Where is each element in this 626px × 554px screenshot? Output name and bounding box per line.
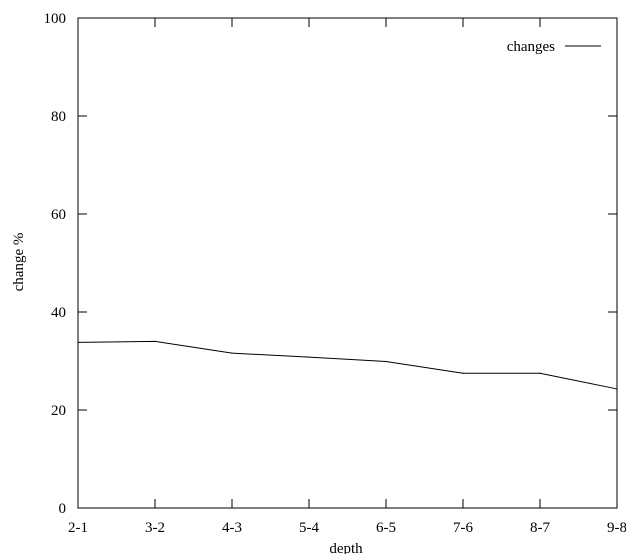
series-line bbox=[77, 340, 618, 390]
plot-frame bbox=[77, 17, 618, 509]
x-tick-label: 3-2 bbox=[145, 520, 165, 536]
data-point bbox=[77, 341, 79, 343]
y-tick-label: 80 bbox=[51, 109, 66, 125]
data-point bbox=[231, 352, 233, 354]
y-tick-label: 20 bbox=[51, 403, 66, 419]
x-tick-label: 4-3 bbox=[222, 520, 242, 536]
x-tick-label: 9-8 bbox=[607, 520, 626, 536]
y-tick-label: 0 bbox=[59, 501, 67, 517]
x-tick-label: 2-1 bbox=[68, 520, 88, 536]
y-tick-label: 100 bbox=[44, 11, 67, 27]
y-tick-label: 60 bbox=[51, 207, 66, 223]
legend: changes bbox=[507, 39, 601, 55]
y-axis: 0 20 40 60 80 100 bbox=[44, 11, 617, 517]
x-axis: 2-1 3-2 4-3 5-4 6-5 7-6 8-7 9-8 bbox=[68, 18, 626, 536]
plot-border bbox=[77, 17, 618, 509]
x-axis-label: depth bbox=[329, 541, 363, 554]
data-point bbox=[616, 388, 618, 390]
x-tick-label: 7-6 bbox=[453, 520, 473, 536]
x-tick-label: 8-7 bbox=[530, 520, 550, 536]
data-point bbox=[308, 356, 310, 358]
data-point bbox=[462, 372, 464, 374]
x-tick-label: 5-4 bbox=[299, 520, 319, 536]
x-tick-label: 6-5 bbox=[376, 520, 396, 536]
data-point bbox=[154, 340, 156, 342]
data-point bbox=[539, 372, 541, 374]
data-point bbox=[385, 360, 387, 363]
legend-label: changes bbox=[507, 39, 555, 55]
y-tick-label: 40 bbox=[51, 305, 66, 321]
y-axis-label: change % bbox=[11, 233, 27, 292]
series-lines bbox=[77, 340, 618, 390]
